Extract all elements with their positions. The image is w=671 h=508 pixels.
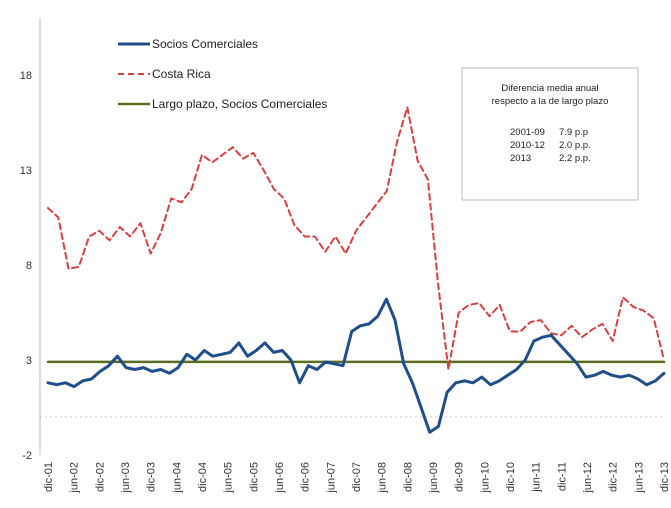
x-tick-label-2: dic-02 <box>94 462 106 492</box>
x-tick-label-0: dic-01 <box>43 462 55 492</box>
annotation-period-3: 2013 <box>510 153 531 164</box>
legend-item-largo-plazo: Largo plazo, Socios Comerciales <box>118 97 327 111</box>
x-tick-label-11: jun-07 <box>325 462 337 494</box>
x-tick-label-4: dic-03 <box>146 462 158 492</box>
series-line-1 <box>47 106 665 371</box>
x-tick-labels: dic-01 jun-02 dic-02 jun-03 dic-03 jun-04 dic-… <box>43 462 671 494</box>
axes <box>39 18 664 455</box>
annotation-value-3: 2.2 p.p. <box>559 153 591 164</box>
series-line-0 <box>46 297 666 434</box>
annotation-frame <box>461 67 639 201</box>
y-tick-label-1: 3 <box>26 355 32 367</box>
x-tick-label-10: dic-06 <box>300 462 312 492</box>
legend-label-largo-plazo: Largo plazo, Socios Comerciales <box>152 97 327 111</box>
y-tick-label-2: 8 <box>26 260 32 272</box>
annotation-title-line1: Diferencia media anual <box>501 83 598 94</box>
legend-item-socios: Socios Comerciales <box>118 37 258 51</box>
x-tick-label-13: jun-08 <box>377 462 389 494</box>
y-tick-label-3: 13 <box>20 165 32 177</box>
x-tick-label-24: dic-13 <box>659 462 671 492</box>
x-tick-label-14: dic-08 <box>402 462 414 492</box>
x-tick-label-7: jun-05 <box>223 462 235 494</box>
x-tick-label-16: dic-09 <box>454 462 466 492</box>
annotation-title-line2: respecto a la de largo plazo <box>492 96 609 107</box>
legend-item-costa-rica: Costa Rica <box>118 67 211 81</box>
x-tick-label-19: jun-11 <box>531 462 543 493</box>
x-tick-label-22: dic-12 <box>608 462 620 492</box>
x-tick-label-18: dic-10 <box>505 462 517 492</box>
x-tick-label-3: jun-03 <box>120 462 132 494</box>
x-tick-label-9: jun-06 <box>274 462 286 494</box>
x-tick-label-12: dic-07 <box>351 462 363 492</box>
x-tick-label-15: jun-09 <box>428 462 440 494</box>
x-tick-label-21: jun-12 <box>582 462 594 494</box>
series-layer <box>46 106 666 434</box>
y-tick-labels: -2 3 8 13 18 <box>20 70 32 462</box>
x-tick-label-5: jun-04 <box>171 462 183 494</box>
x-tick-label-6: dic-04 <box>197 462 209 492</box>
legend-label-socios: Socios Comerciales <box>152 37 258 51</box>
x-tick-label-8: dic-05 <box>248 462 260 492</box>
annotation-period-2: 2010-12 <box>510 140 545 151</box>
annotation-value-1: 7.9 p.p <box>559 127 588 138</box>
legend: Socios Comerciales Costa Rica Largo plaz… <box>118 37 327 111</box>
annotation-value-2: 2.0 p.p. <box>559 140 591 151</box>
annotation-period-1: 2001-09 <box>510 127 545 138</box>
y-tick-label-0: -2 <box>22 450 32 462</box>
x-tick-label-20: dic-11 <box>556 462 568 491</box>
x-tick-label-23: jun-13 <box>633 462 645 494</box>
x-tick-label-17: jun-10 <box>479 462 491 494</box>
x-tick-label-1: jun-02 <box>69 462 81 494</box>
annotation-box: Diferencia media anual respecto a la de … <box>461 67 639 201</box>
legend-label-costa-rica: Costa Rica <box>152 67 211 81</box>
y-tick-label-4: 18 <box>20 70 32 82</box>
